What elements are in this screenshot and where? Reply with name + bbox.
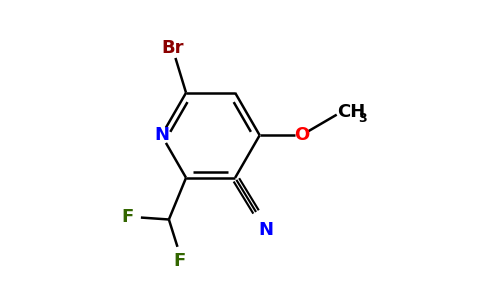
- Text: 3: 3: [358, 112, 367, 124]
- Text: N: N: [154, 126, 169, 144]
- Text: F: F: [121, 208, 134, 226]
- Text: CH: CH: [337, 103, 365, 121]
- Text: F: F: [174, 252, 186, 270]
- Text: O: O: [294, 126, 309, 144]
- Text: N: N: [258, 221, 273, 239]
- Text: Br: Br: [161, 39, 183, 57]
